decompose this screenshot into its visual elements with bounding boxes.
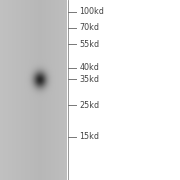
Text: 100kd: 100kd xyxy=(79,7,104,16)
Text: 35kd: 35kd xyxy=(79,75,99,84)
Text: 40kd: 40kd xyxy=(79,63,99,72)
Text: 25kd: 25kd xyxy=(79,101,99,110)
Text: 70kd: 70kd xyxy=(79,23,99,32)
Text: 55kd: 55kd xyxy=(79,40,99,49)
Text: 15kd: 15kd xyxy=(79,132,99,141)
